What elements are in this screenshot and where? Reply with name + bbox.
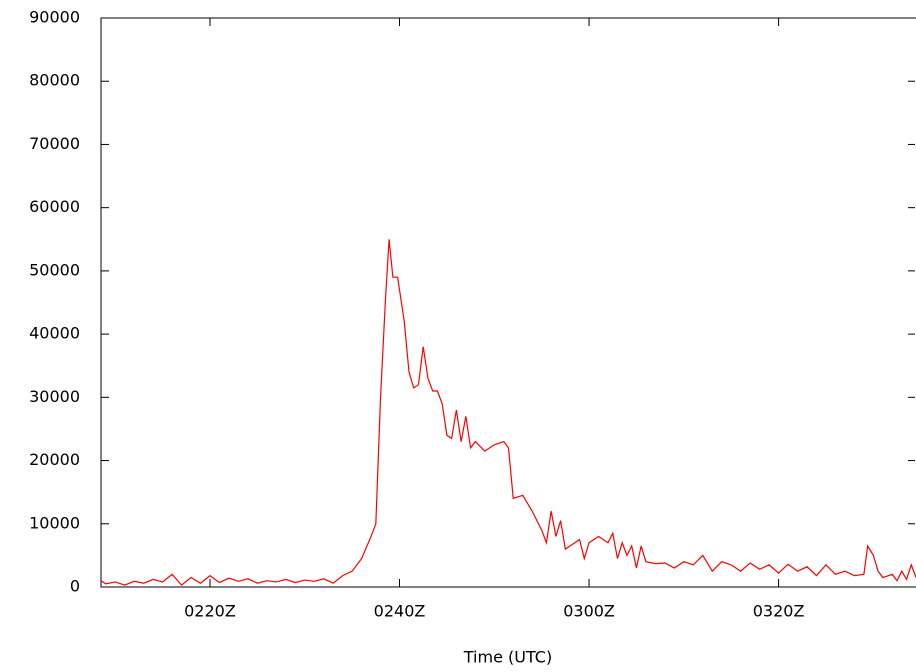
y-tick-label: 0 (70, 577, 80, 596)
x-tick-label: 0240Z (374, 602, 426, 621)
x-tick-label: 0320Z (753, 602, 805, 621)
plot-border (100, 17, 916, 588)
data-line (100, 239, 916, 586)
y-tick-label: 60000 (29, 197, 80, 216)
x-tick-label: 0300Z (563, 602, 615, 621)
y-tick-label: 10000 (29, 513, 80, 532)
x-axis-label: Time (UTC) (463, 648, 552, 667)
x-tick-label: 0220Z (184, 602, 236, 621)
y-tick-label: 70000 (29, 134, 80, 153)
y-tick-label: 50000 (29, 260, 80, 279)
y-tick-label: 30000 (29, 387, 80, 406)
y-tick-label: 80000 (29, 71, 80, 90)
y-tick-label: 40000 (29, 324, 80, 343)
y-tick-label: 20000 (29, 450, 80, 469)
y-tick-label: 90000 (29, 8, 80, 27)
